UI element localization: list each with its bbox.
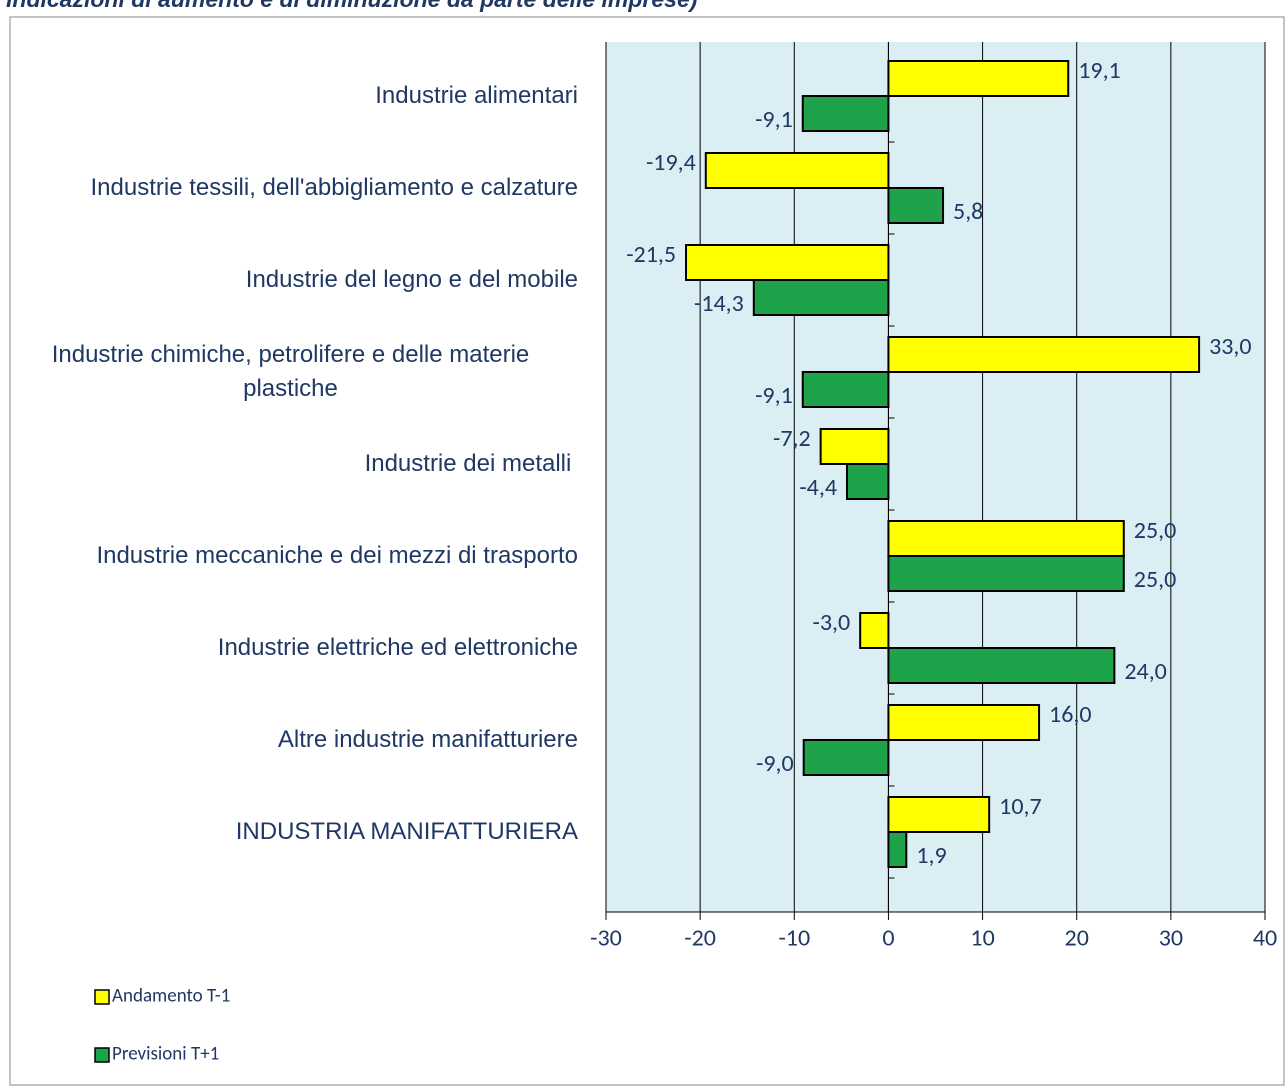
data-label: -14,3 [694, 289, 744, 318]
bar [887, 647, 1116, 684]
data-label: -3,0 [813, 608, 851, 637]
bar [801, 95, 890, 132]
category-label: Industrie chimiche, petrolifere e delle … [3, 338, 578, 406]
category-text: Industrie del legno e del mobile [245, 266, 578, 293]
chart-border [9, 16, 1285, 1086]
x-tick-label: 20 [1065, 924, 1089, 953]
legend-swatch [94, 989, 110, 1005]
data-label: -4,4 [799, 473, 837, 502]
data-label: 33,0 [1209, 332, 1251, 361]
x-tick-label: 40 [1253, 924, 1277, 953]
bar [704, 152, 890, 189]
x-tick-label: -10 [778, 924, 810, 953]
bar [859, 612, 890, 649]
bar [802, 739, 890, 776]
category-text: Industrie dei metalli [364, 450, 578, 477]
data-label: -9,0 [756, 749, 794, 778]
data-label: 10,7 [999, 792, 1041, 821]
bar [887, 831, 908, 868]
data-label: -7,2 [773, 424, 811, 453]
category-label: Industrie meccaniche e dei mezzi di tras… [3, 539, 578, 573]
bar [887, 520, 1125, 557]
bar [887, 187, 945, 224]
category-text: Industrie chimiche, petrolifere e delle … [51, 341, 536, 402]
category-label: Industrie tessili, dell'abbigliamento e … [3, 171, 578, 205]
category-label: Altre industrie manifatturiere [3, 723, 578, 757]
legend-label: Previsioni T+1 [112, 1043, 219, 1066]
x-tick-label: 30 [1159, 924, 1183, 953]
category-label: Industrie dei metalli [3, 447, 578, 481]
category-text: Altre industrie manifatturiere [277, 726, 578, 753]
bar [752, 279, 890, 316]
category-text: Industrie alimentari [375, 82, 578, 109]
x-tick-label: -20 [684, 924, 716, 953]
bar [819, 428, 890, 465]
category-label: Industrie del legno e del mobile [3, 263, 578, 297]
bar [887, 336, 1201, 373]
data-label: -9,1 [755, 381, 793, 410]
x-tick-label: 0 [882, 924, 894, 953]
data-label: 24,0 [1124, 657, 1166, 686]
legend-swatch [94, 1047, 110, 1063]
data-label: 16,0 [1049, 700, 1091, 729]
category-text: Industrie meccaniche e dei mezzi di tras… [96, 542, 578, 569]
category-label: Industrie alimentari [3, 79, 578, 113]
legend-label: Andamento T-1 [112, 985, 230, 1008]
x-tick-label: -30 [590, 924, 622, 953]
data-label: -9,1 [755, 105, 793, 134]
bar [887, 796, 991, 833]
data-label: 19,1 [1078, 56, 1120, 85]
bar [846, 463, 890, 500]
bar [685, 244, 890, 281]
category-label: INDUSTRIA MANIFATTURIERA [3, 815, 578, 849]
chart-title: Indicazioni di aumento e di diminuzione … [6, 0, 697, 13]
data-label: -21,5 [626, 240, 676, 269]
category-text: Industrie elettriche ed elettroniche [217, 634, 578, 661]
data-label: -19,4 [646, 148, 696, 177]
data-label: 25,0 [1134, 516, 1176, 545]
category-text: INDUSTRIA MANIFATTURIERA [235, 818, 578, 845]
x-tick-label: 10 [970, 924, 994, 953]
bar [887, 60, 1070, 97]
category-label: Industrie elettriche ed elettroniche [3, 631, 578, 665]
data-label: 5,8 [953, 197, 983, 226]
bar [887, 704, 1041, 741]
data-label: 25,0 [1134, 565, 1176, 594]
bar [801, 371, 890, 408]
category-text: Industrie tessili, dell'abbigliamento e … [90, 174, 578, 201]
data-label: 1,9 [916, 841, 946, 870]
bar [887, 555, 1125, 592]
